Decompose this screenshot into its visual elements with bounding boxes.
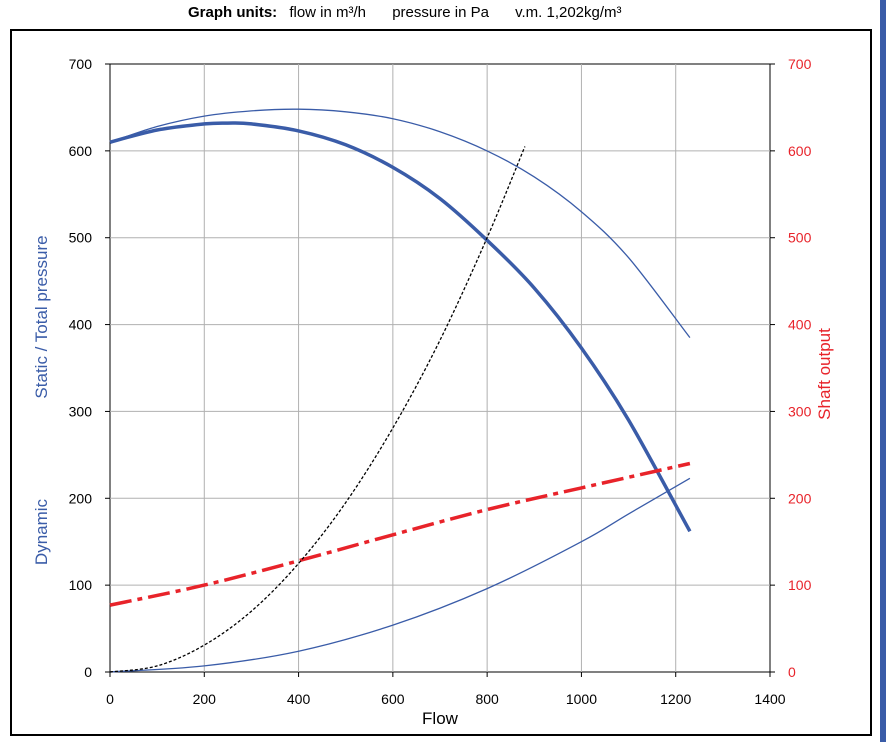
graph-units-label: Graph units: [188,4,278,21]
graph-units-header: Graph units: flow in m³/h pressure in Pa… [188,4,622,21]
chart-frame [10,29,872,736]
flow-unit-text: flow in m³/h [289,4,367,21]
right-edge-bar [880,0,886,742]
pressure-unit-text: pressure in Pa [392,4,489,21]
density-text: v.m. 1,202kg/m³ [515,4,622,21]
